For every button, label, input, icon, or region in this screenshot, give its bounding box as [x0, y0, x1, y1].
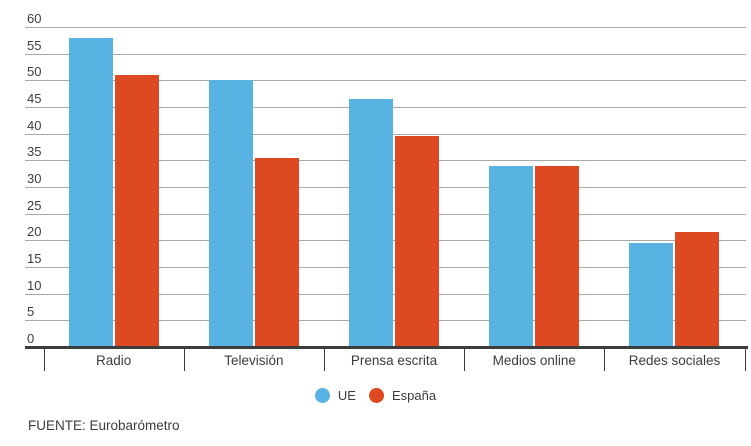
y-axis-tick-label: 50: [27, 65, 45, 79]
x-axis-tick: [323, 347, 325, 371]
x-axis-tick: [464, 347, 466, 371]
legend-label-ue: UE: [337, 388, 356, 403]
y-axis-tick-label: 30: [27, 172, 45, 185]
x-axis-line: [25, 346, 748, 349]
source-note: FUENTE: Eurobarómetro: [28, 418, 180, 433]
y-axis-tick-label: 15: [27, 252, 45, 265]
legend-swatch-espana: [368, 388, 384, 403]
y-axis-tick-label: 10: [27, 278, 45, 292]
legend-swatch-ue: [314, 388, 330, 403]
bar-españa-4: [675, 232, 720, 347]
y-axis-tick-label: 40: [27, 118, 45, 132]
bar-españa-2: [395, 136, 440, 347]
legend-item-ue: UE: [314, 388, 356, 403]
x-axis-tick: [43, 347, 45, 371]
legend-item-espana: España: [368, 388, 437, 403]
x-axis-category-label: Prensa escrita: [350, 353, 438, 368]
bar-españa-0: [114, 75, 159, 347]
bar-ue-1: [208, 80, 253, 347]
y-axis-tick-label: 5: [27, 305, 38, 319]
x-axis-tick: [183, 347, 185, 371]
x-axis-category-label: Radio: [95, 353, 132, 368]
gridline-y50: [25, 80, 746, 82]
y-axis-tick-label: 20: [27, 225, 45, 239]
bar-ue-2: [349, 99, 394, 347]
y-axis-tick-label: 55: [27, 38, 45, 52]
chart-legend: UE España: [0, 388, 751, 403]
y-axis-tick-label: 60: [27, 12, 45, 25]
bar-ue-0: [68, 37, 113, 347]
y-axis-tick-label: 0: [27, 332, 38, 345]
x-axis-tick: [744, 347, 746, 371]
y-axis-tick-label: 45: [27, 92, 45, 105]
gridline-y55: [25, 53, 746, 55]
gridline-y60: [25, 27, 746, 28]
x-axis-category-label: Televisión: [224, 353, 284, 368]
bar-españa-1: [254, 157, 299, 347]
bar-ue-4: [629, 243, 674, 347]
legend-label-espana: España: [391, 388, 437, 403]
y-axis-tick-label: 35: [27, 145, 45, 159]
x-axis-category-label: Medios online: [492, 353, 576, 368]
bar-ue-3: [489, 165, 534, 347]
y-axis-tick-label: 25: [27, 198, 45, 212]
x-axis-category-label: Redes sociales: [628, 353, 721, 368]
bar-españa-3: [535, 165, 580, 347]
x-axis-tick: [604, 347, 606, 371]
